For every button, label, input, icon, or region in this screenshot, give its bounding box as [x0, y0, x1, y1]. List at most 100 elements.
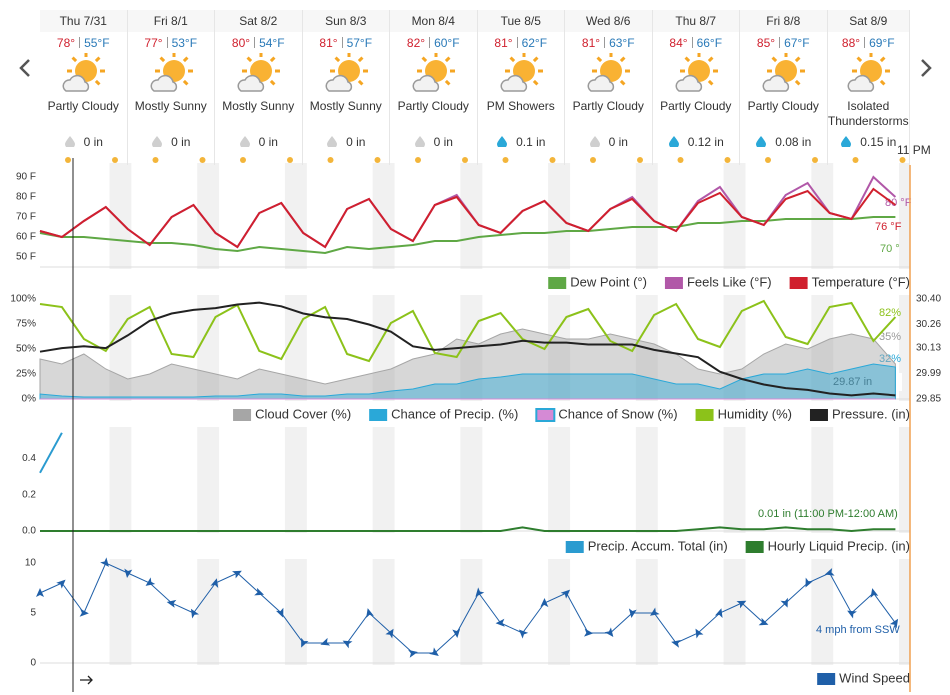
- legend-swatch: [535, 408, 556, 422]
- legend-swatch: [817, 673, 836, 685]
- precip: 0 in: [171, 135, 191, 149]
- night-band: [372, 163, 395, 269]
- night-band: [723, 163, 746, 269]
- annotation: 82%: [879, 307, 901, 319]
- cond: Mostly Sunny: [222, 99, 295, 113]
- weather-icon: [62, 53, 106, 92]
- wind-arrow: [276, 607, 284, 618]
- pr: 0 in: [390, 135, 477, 149]
- pr: 0 in: [303, 135, 390, 149]
- weather-icon: [237, 53, 281, 92]
- wind-arrow: [736, 600, 747, 609]
- drop-icon: [414, 136, 425, 149]
- sunset-marker: [287, 157, 293, 163]
- prev-button[interactable]: [19, 59, 30, 77]
- drop: [152, 136, 163, 149]
- drop-icon: [239, 136, 250, 149]
- legend-label: Chance of Precip. (%): [391, 406, 518, 421]
- sun-ray: [771, 56, 778, 63]
- wind-arrow: [805, 577, 813, 588]
- night-band: [635, 559, 658, 665]
- legend-swatch: [565, 541, 584, 553]
- sunrise-marker: [765, 157, 771, 163]
- legend-swatch: [369, 409, 388, 421]
- night-band: [899, 163, 910, 269]
- sun-ray: [159, 56, 165, 63]
- wind-arrow: [540, 598, 549, 608]
- sun-ray: [357, 56, 364, 63]
- precip: 0.08 in: [775, 135, 812, 149]
- sun-ray: [182, 56, 189, 63]
- hi: 85°: [756, 36, 776, 50]
- annotation: 70 °: [880, 243, 900, 255]
- legend-label: Humidity (%): [718, 406, 792, 421]
- night-band: [548, 427, 571, 533]
- line: [39, 299, 897, 363]
- sep: [429, 37, 431, 48]
- sunrise-marker: [65, 157, 71, 163]
- next-button[interactable]: [921, 59, 932, 77]
- d: Thu 7/31: [40, 10, 127, 32]
- night-band: [460, 559, 483, 665]
- sep: [691, 37, 693, 48]
- drop: [64, 136, 75, 149]
- cond: Isolated Thunderstorms: [827, 99, 909, 128]
- sun-ray: [684, 56, 690, 63]
- drop-icon: [668, 136, 679, 149]
- sun-ray: [421, 56, 428, 63]
- hi: 88°: [841, 36, 861, 50]
- cloud: [325, 74, 352, 92]
- sunrise-marker: [152, 157, 159, 163]
- d: Sat 8/2: [215, 10, 302, 32]
- cond: Partly Cloudy: [660, 99, 732, 113]
- cloud: [62, 74, 90, 92]
- legend-label: Cloud Cover (%): [255, 406, 351, 421]
- wind-arrow: [870, 588, 879, 598]
- wind-arrow: [342, 640, 353, 649]
- drop-icon: [589, 136, 600, 149]
- pr: 0 in: [215, 135, 302, 149]
- sun-ray: [246, 56, 253, 63]
- legend-label: Feels Like (°F): [687, 274, 772, 289]
- wind-arrow: [232, 570, 242, 579]
- cond: Partly Cloudy: [572, 99, 644, 113]
- wind-arrow: [429, 647, 439, 656]
- line: [39, 432, 63, 474]
- sunrise-marker: [415, 157, 421, 163]
- hl: 81° 57°F: [303, 36, 390, 50]
- legend-swatch: [745, 541, 764, 553]
- lo: 54°F: [259, 36, 285, 50]
- night-band: [197, 559, 220, 665]
- sunrise-marker: [852, 157, 859, 163]
- wind-arrow: [475, 587, 485, 597]
- wind-arrow: [408, 649, 418, 658]
- hl: 88° 69°F: [828, 36, 910, 50]
- weather-icon: [675, 53, 718, 92]
- precip: 0 in: [346, 135, 366, 149]
- hi: 81°: [319, 36, 338, 50]
- y-tick-label: 0%: [22, 394, 37, 405]
- scroll-arrow: [80, 675, 93, 685]
- drop: [841, 136, 852, 149]
- y-tick-label: 75%: [16, 319, 36, 330]
- sun-ray: [707, 56, 714, 63]
- precip: 0 in: [608, 135, 628, 149]
- night-band: [635, 427, 658, 533]
- sun-ray: [182, 79, 189, 86]
- sep: [864, 37, 866, 48]
- drop-icon: [152, 136, 163, 149]
- sunset-marker: [462, 157, 468, 163]
- day-column: Sun 8/3 81° 57°F Mostly Sunny 0 in: [302, 10, 390, 165]
- day-column: Fri 8/1 77° 53°F Mostly Sunny 0 in: [127, 10, 215, 165]
- y-tick-label: 80 F: [16, 192, 36, 203]
- legend-label: Pressure. (in): [832, 406, 910, 421]
- cond: Mostly Sunny: [134, 99, 207, 113]
- sep: [516, 37, 518, 48]
- d: Fri 8/8: [740, 10, 827, 32]
- legend-label: Temperature (°F): [812, 274, 910, 289]
- legend-label: Chance of Snow (%): [558, 406, 677, 421]
- d: Thu 8/7: [652, 10, 739, 32]
- wind-arrow: [56, 579, 66, 589]
- hi: 80°: [231, 36, 251, 50]
